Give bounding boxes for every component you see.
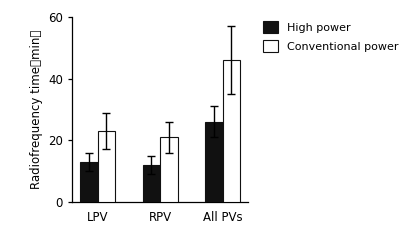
Bar <box>205 122 222 202</box>
Bar <box>142 165 160 202</box>
Y-axis label: Radiofrequency time（min）: Radiofrequency time（min） <box>30 30 42 189</box>
Bar <box>160 137 178 202</box>
Bar <box>222 60 240 202</box>
Bar <box>98 131 115 202</box>
Legend: High power, Conventional power: High power, Conventional power <box>260 19 400 54</box>
Bar <box>80 162 98 202</box>
